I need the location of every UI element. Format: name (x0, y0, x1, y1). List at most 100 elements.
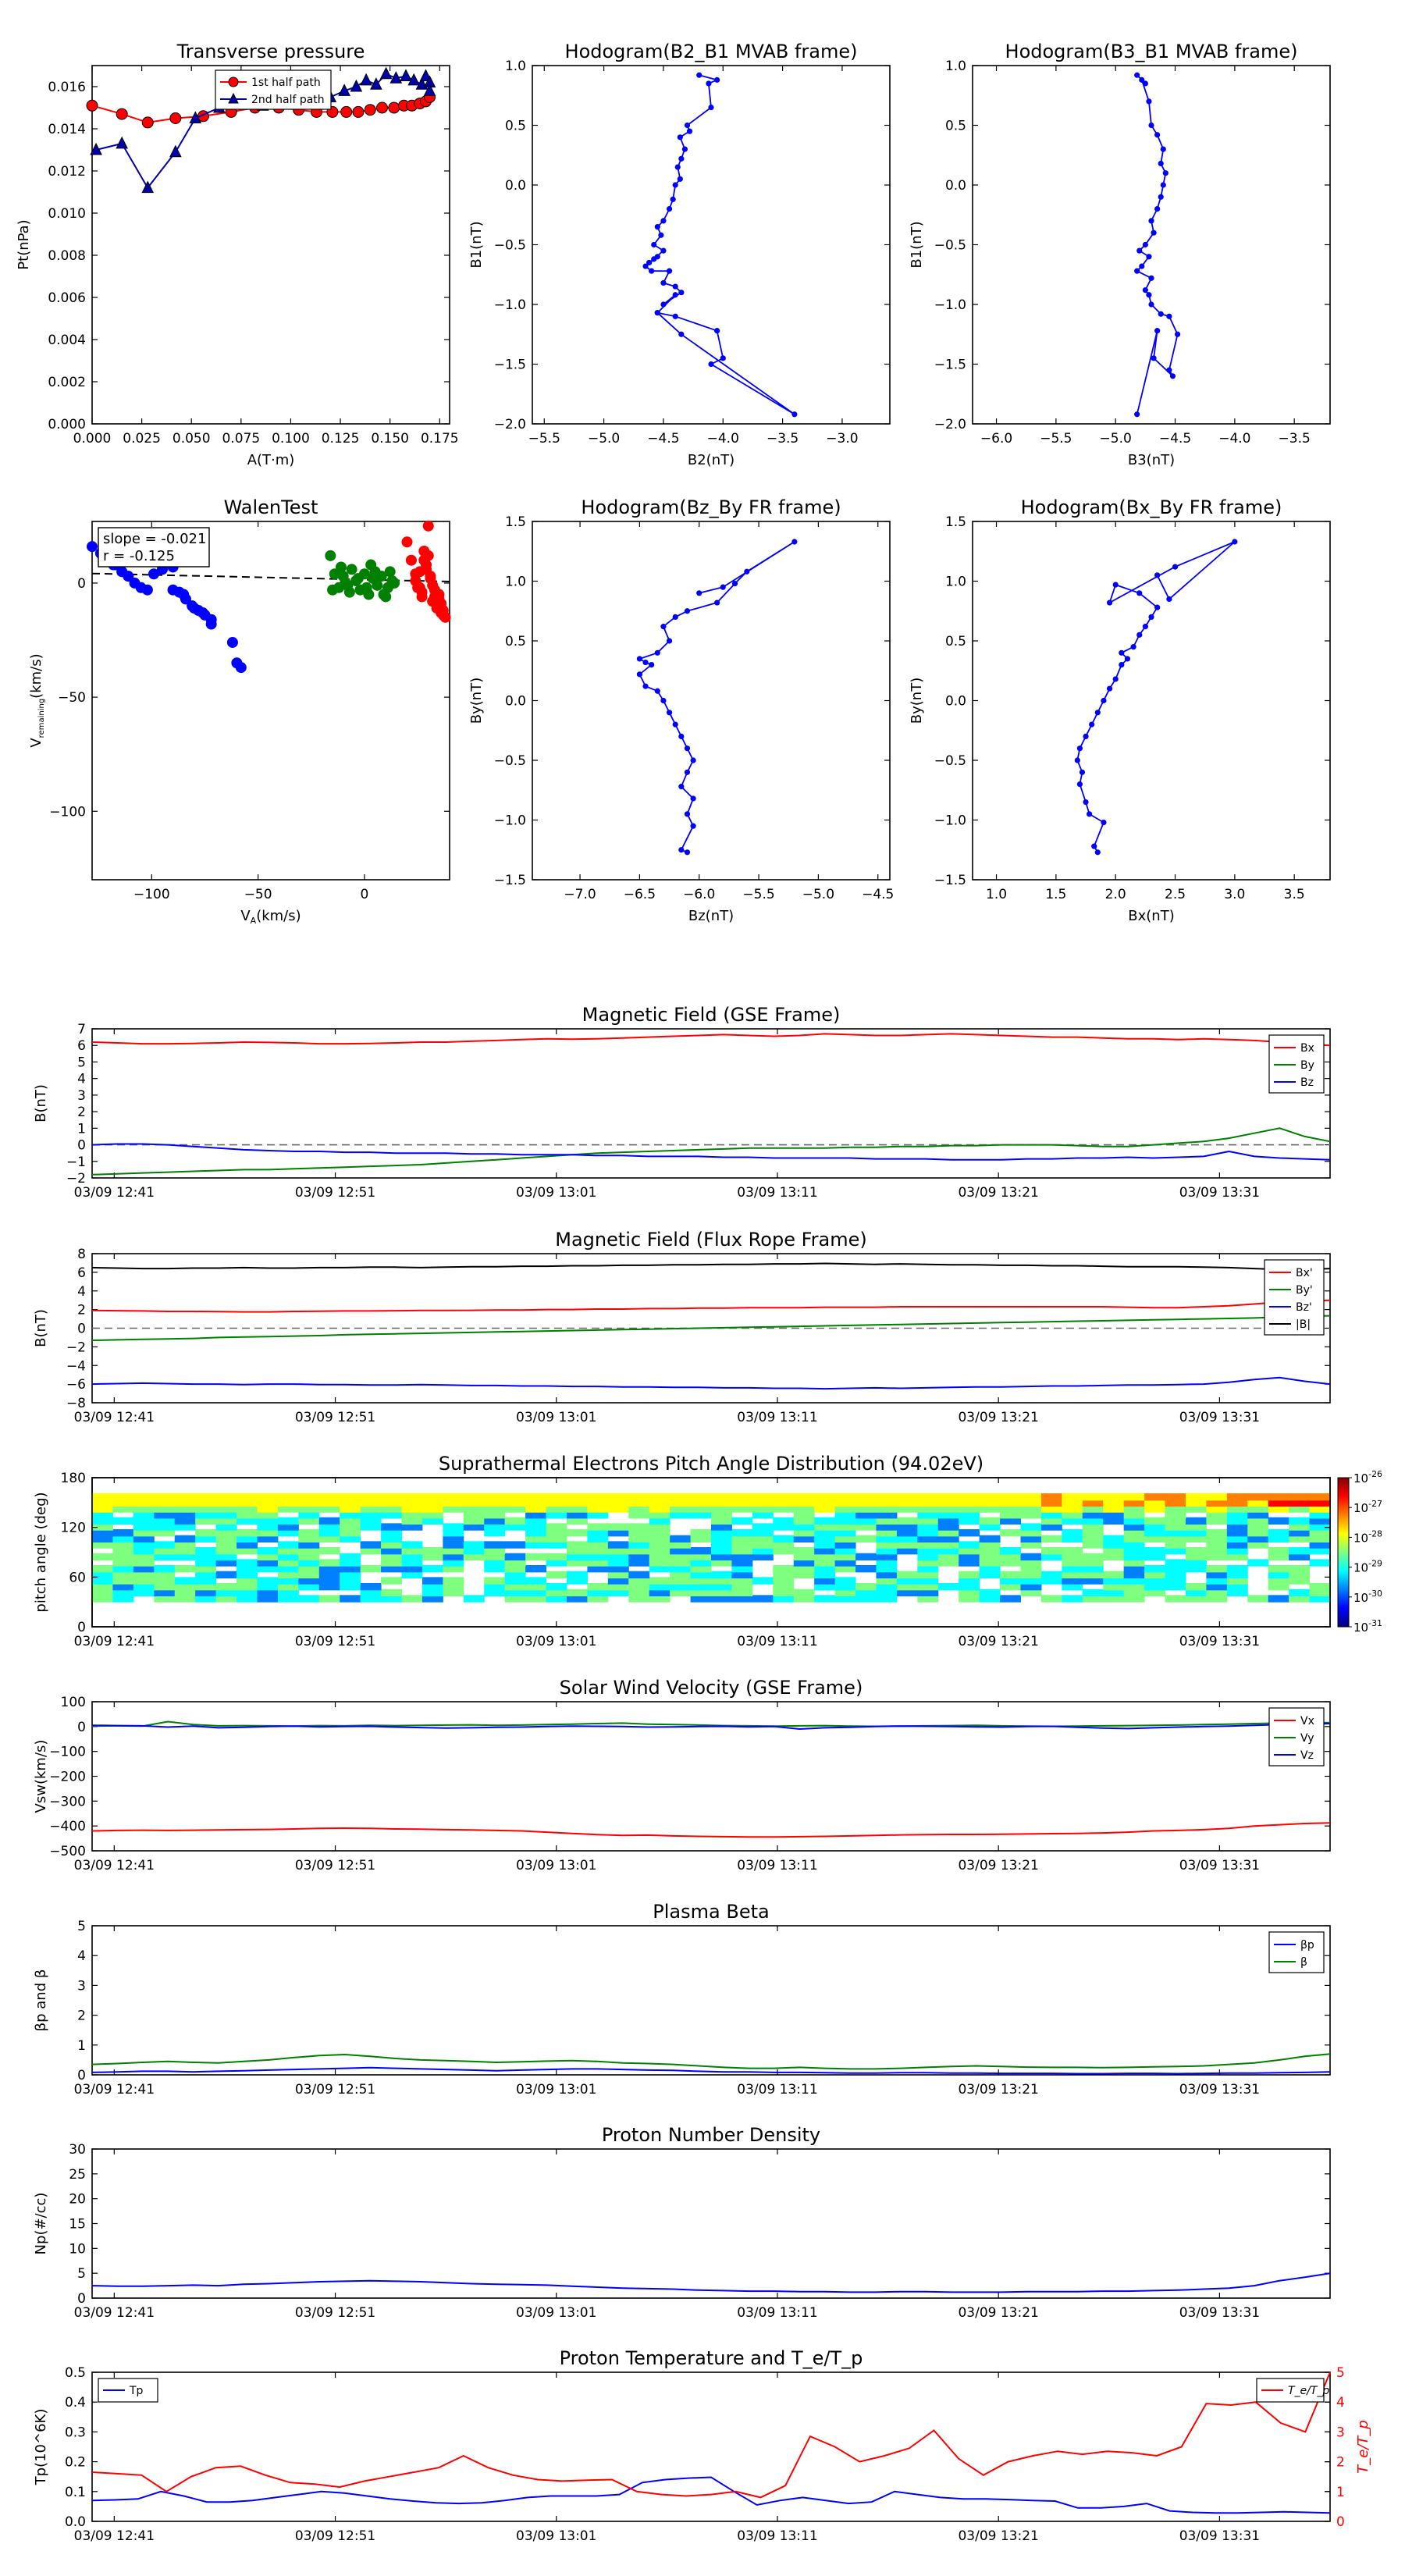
data-point (352, 573, 364, 585)
heatmap-cell (649, 1577, 670, 1585)
data-point (1151, 229, 1157, 236)
y-tick-label: 180 (61, 1471, 86, 1486)
x-axis-label: Bx(nT) (1128, 908, 1174, 924)
heatmap-cell (711, 1559, 732, 1567)
colorbar-label: 10-26 (1353, 1469, 1382, 1485)
heatmap-cell (855, 1553, 877, 1561)
y-axis-label: Np(#/cc) (33, 2193, 49, 2255)
heatmap-cell (731, 1577, 753, 1585)
heatmap-cell (174, 1595, 196, 1603)
data-point (636, 656, 643, 662)
heatmap-cell (1268, 1505, 1289, 1513)
heatmap-cell (257, 1565, 279, 1573)
data-point (714, 76, 720, 83)
heatmap-cell (484, 1553, 506, 1561)
heatmap-cell (195, 1571, 217, 1579)
heatmap-cell (92, 1571, 113, 1579)
data-point (672, 721, 678, 728)
heatmap-cell (1062, 1577, 1083, 1585)
heatmap-cell (133, 1589, 155, 1597)
heatmap-cell (1289, 1499, 1311, 1507)
x-tick-label: 03/09 12:41 (74, 1410, 155, 1425)
heatmap-cell (959, 1547, 980, 1555)
x-tick-label: 03/09 12:41 (74, 1185, 155, 1201)
heatmap-cell (1289, 1565, 1311, 1573)
series-line (91, 2066, 1331, 2075)
heatmap-cell (422, 1505, 443, 1513)
data-point (1158, 194, 1164, 200)
heatmap-cell (277, 1595, 299, 1603)
heatmap-cell (360, 1505, 382, 1513)
heatmap-cell (876, 1582, 898, 1591)
heatmap-cell (855, 1582, 877, 1591)
x-tick-label: 2.0 (1105, 887, 1126, 902)
heatmap-cell (484, 1511, 506, 1519)
heatmap-cell (463, 1493, 485, 1501)
y-tick-label: −8 (66, 1396, 86, 1411)
heatmap-cell (670, 1582, 692, 1591)
y-tick-label: −50 (58, 690, 86, 706)
data-point (677, 176, 683, 182)
data-point (1134, 411, 1140, 418)
heatmap-cell (1185, 1589, 1207, 1597)
heatmap-cell (1123, 1517, 1145, 1525)
data-point (1148, 614, 1154, 621)
heatmap-cell (917, 1553, 939, 1561)
data-point (678, 331, 685, 337)
legend-label: Bz (1300, 1076, 1314, 1089)
data-point (678, 155, 685, 162)
heatmap-cell (340, 1553, 361, 1561)
data-point (678, 784, 685, 790)
heatmap-cell (959, 1511, 980, 1519)
heatmap-cell (154, 1589, 176, 1597)
heatmap-cell (401, 1547, 423, 1555)
heatmap-cell (1309, 1493, 1331, 1501)
heatmap-cell (896, 1493, 918, 1501)
heatmap-cell (1206, 1547, 1228, 1555)
data-point (666, 268, 673, 274)
heatmap-cell (979, 1595, 1001, 1603)
data-point (1136, 247, 1143, 254)
y-tick-label-right: 1 (1336, 2485, 1345, 2500)
data-point (188, 603, 200, 614)
heatmap-cell (92, 1595, 113, 1603)
x-tick-label: 03/09 12:41 (74, 2082, 155, 2097)
y-axis-label: Vremaining(km/s) (28, 653, 46, 747)
heatmap-cell (917, 1535, 939, 1543)
heatmap-cell (215, 1571, 237, 1579)
data-point (90, 142, 102, 155)
x-tick-label: 03/09 13:21 (958, 1858, 1038, 1873)
legend-label: By' (1296, 1284, 1313, 1297)
heatmap-cell (504, 1582, 526, 1591)
heatmap-cell (793, 1517, 815, 1525)
x-tick-label: 03/09 13:31 (1179, 1410, 1260, 1425)
data-point (116, 108, 128, 120)
heatmap-cell (1123, 1595, 1145, 1603)
heatmap-cell (237, 1547, 258, 1555)
heatmap-cell (133, 1565, 155, 1573)
heatmap-cell (670, 1493, 692, 1501)
heatmap-cell (174, 1511, 196, 1519)
heatmap-cell (1000, 1553, 1021, 1561)
heatmap-cell (959, 1577, 980, 1585)
heatmap-cell (896, 1577, 918, 1585)
heatmap-cell (1000, 1571, 1021, 1579)
x-tick-label: 03/09 12:51 (295, 2305, 375, 2321)
heatmap-cell (298, 1565, 320, 1573)
heatmap-cell (649, 1589, 670, 1597)
heatmap-cell (154, 1499, 176, 1507)
plot-frame (91, 65, 450, 425)
heatmap-cell (1082, 1541, 1104, 1549)
data-point (677, 134, 683, 141)
heatmap-cell (1289, 1589, 1311, 1597)
heatmap-cell (1103, 1595, 1125, 1603)
heatmap-cell (1226, 1535, 1248, 1543)
panel-title: Proton Number Density (602, 2124, 820, 2146)
heatmap-cell (525, 1582, 547, 1591)
hodogram-line (645, 74, 795, 415)
data-point (1136, 632, 1143, 638)
legend-label: Vz (1300, 1749, 1314, 1762)
heatmap-cell (628, 1535, 650, 1543)
heatmap-cell (215, 1523, 237, 1531)
heatmap-cell (773, 1571, 795, 1579)
